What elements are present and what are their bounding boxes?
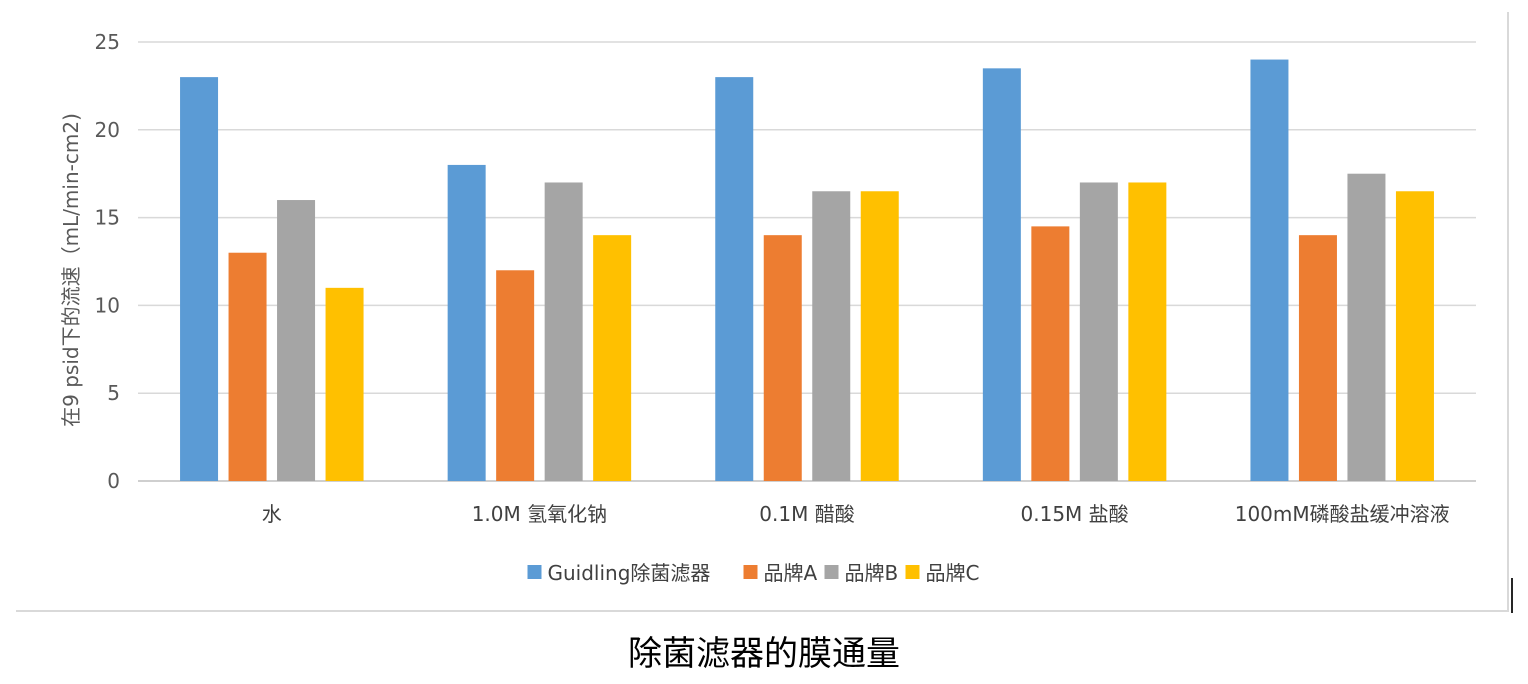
bar [1128, 182, 1167, 482]
x-category-label: 1.0M 氢氧化钠 [472, 502, 607, 526]
y-tick-label: 5 [107, 381, 120, 405]
y-tick-label: 20 [95, 118, 120, 142]
bar-chart: 0 5 10 15 20 25 水 1.0M 氢氧化钠 0.1M 醋酸 0.15M 盐酸 100m… [59, 30, 1476, 585]
bar [228, 252, 267, 481]
x-category-label: 水 [262, 502, 282, 526]
y-tick-label: 25 [95, 30, 120, 54]
bar [1031, 226, 1070, 481]
bar [447, 164, 486, 482]
legend-label: 品牌A [764, 561, 818, 585]
bar [715, 77, 754, 482]
bar [544, 182, 583, 482]
bar [277, 200, 316, 482]
x-category-label: 100mM磷酸盐缓冲溶液 [1235, 502, 1450, 526]
y-axis-label: 在9 psid下的流速（mL/min-cm2) [59, 113, 83, 427]
bar [180, 77, 219, 482]
bar [1347, 173, 1386, 481]
bar [1079, 182, 1118, 482]
legend-swatch [905, 565, 920, 579]
legend-swatch [824, 565, 839, 579]
y-axis-ticks: 0 5 10 15 20 25 [95, 30, 120, 493]
x-category-label: 0.1M 醋酸 [759, 502, 854, 526]
chart-frame [16, 12, 1509, 612]
legend: Guidling除菌滤器 品牌A 品牌B 品牌C [527, 561, 980, 585]
legend-label: 品牌C [926, 561, 980, 585]
bar [982, 68, 1021, 481]
frame-edge-mark [1511, 578, 1513, 613]
bar [593, 235, 632, 481]
bar [325, 287, 364, 481]
y-tick-label: 10 [95, 293, 120, 317]
bar [860, 191, 899, 481]
bars [180, 59, 1434, 482]
figure-caption: 除菌滤器的膜通量 [628, 634, 900, 674]
legend-label: 品牌B [845, 561, 899, 585]
bar [812, 191, 851, 481]
legend-label: Guidling除菌滤器 [548, 561, 711, 585]
bar [496, 270, 535, 481]
bar [1298, 235, 1337, 481]
bar [1250, 59, 1289, 482]
y-tick-label: 15 [95, 206, 120, 230]
bar [763, 235, 802, 481]
y-tick-label: 0 [107, 469, 120, 493]
bar [1395, 191, 1434, 481]
x-axis-categories: 水 1.0M 氢氧化钠 0.1M 醋酸 0.15M 盐酸 100mM磷酸盐缓冲溶液 [262, 502, 1450, 526]
x-category-label: 0.15M 盐酸 [1021, 502, 1129, 526]
legend-swatch [527, 565, 542, 579]
legend-swatch [743, 565, 758, 579]
